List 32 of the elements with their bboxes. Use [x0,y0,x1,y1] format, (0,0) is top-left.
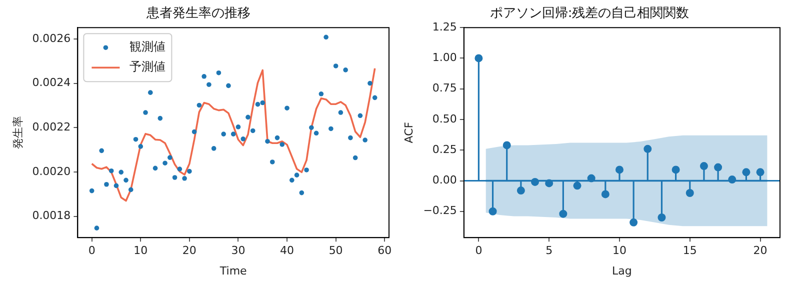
x-tick-label: 20 [753,244,768,258]
x-axis-title: Lag [612,264,632,278]
y-axis-title: ACF [402,122,416,144]
legend-label: 観測値 [130,40,166,54]
legend-label: 予測値 [130,60,166,74]
chart-title: 患者発生率の推移 [146,5,250,22]
chart-title: ポアソン回帰:残差の自己相関関数 [490,6,690,22]
x-tick-label: 40 [280,244,294,258]
x-axis-title: Time [218,264,248,278]
y-tick-label: 1.00 [432,51,457,64]
x-tick-label: 60 [378,244,392,258]
y-tick-label: 0.0024 [32,76,71,90]
y-tick-label: 0.0020 [32,164,71,178]
x-tick-label: 0 [475,244,482,258]
x-tick-label: 5 [546,244,553,258]
y-axis-title: 発生率 [11,116,24,150]
x-tick-label: 50 [328,244,343,258]
y-tick-label: 0.0026 [32,32,71,45]
x-tick-label: 0 [88,244,96,258]
y-tick-label: 0.25 [432,142,457,156]
x-tick-label: 10 [612,244,626,258]
y-tick-label: 0.0022 [32,120,71,134]
y-tick-label: 0.0018 [32,209,71,222]
x-tick-label: 10 [134,244,148,258]
x-tick-label: 15 [682,244,697,258]
y-tick-label: −0.25 [423,204,457,218]
y-tick-label: 0.50 [432,112,457,126]
y-tick-label: 0.00 [432,174,457,187]
y-tick-label: 1.25 [432,20,457,34]
x-tick-label: 20 [182,244,196,258]
y-tick-label: 0.75 [432,82,457,95]
x-tick-label: 30 [231,244,246,258]
